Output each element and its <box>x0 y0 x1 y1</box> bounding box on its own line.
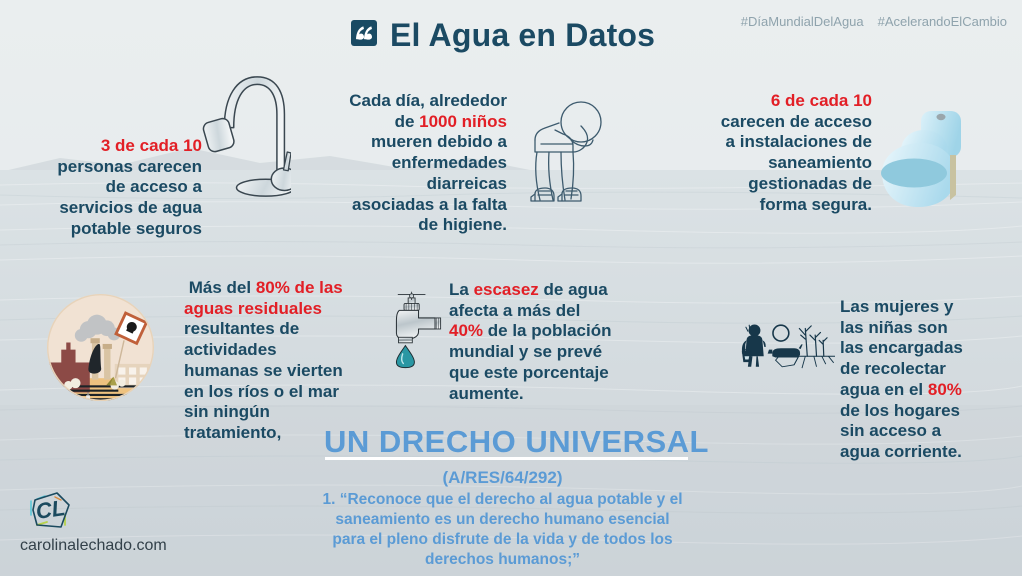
svg-text:CL: CL <box>34 495 67 524</box>
